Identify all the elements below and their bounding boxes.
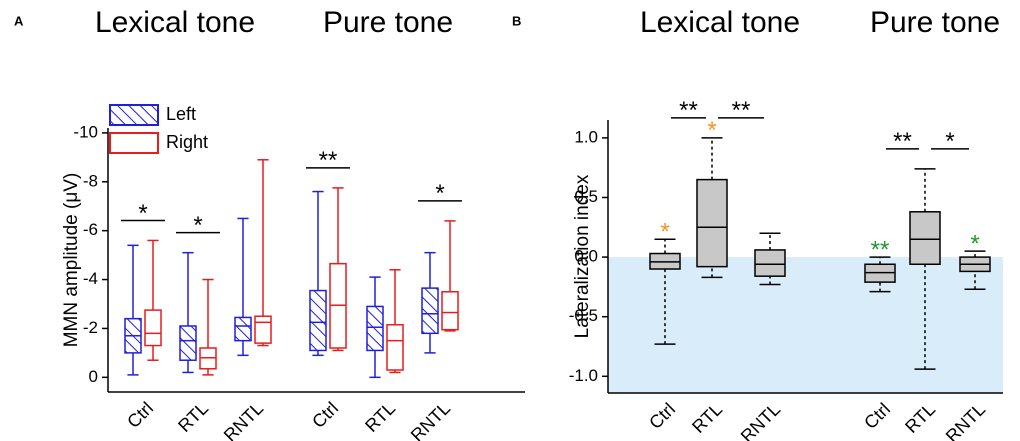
significance-label: ** (732, 97, 751, 124)
significance-marker: ** (871, 236, 890, 263)
x-tick-label: RNTL (737, 399, 784, 441)
box (234, 316, 252, 342)
shaded-region (608, 257, 1003, 393)
y-tick-label: 0.5 (574, 187, 598, 206)
y-axis-label: Lateralization index (572, 174, 593, 338)
significance-label: * (945, 128, 954, 155)
y-tick-label: 1.0 (574, 127, 598, 146)
significance-label: * (435, 180, 444, 207)
y-tick-label: -2 (83, 318, 98, 337)
x-tick-label: RNTL (407, 398, 454, 441)
significance-label: ** (679, 97, 698, 124)
significance-label: * (138, 200, 147, 227)
y-tick-label: -6 (83, 220, 98, 239)
group-title: Lexical tone (95, 6, 255, 39)
x-tick-label: RTL (361, 398, 399, 436)
legend-swatch (109, 104, 159, 126)
panel-label: A (14, 13, 24, 28)
x-tick-label: Ctrl (123, 398, 157, 432)
x-tick-label: Ctrl (645, 399, 679, 433)
x-tick-label: RNTL (942, 399, 989, 441)
significance-label: ** (319, 147, 338, 174)
box (179, 325, 197, 361)
significance-marker: * (707, 117, 716, 144)
y-tick-label: -1.0 (569, 366, 598, 385)
panel: B Lexical tone Pure tone -1.0 -0.5 0.0 0.5 1.0 L… (512, 6, 1003, 441)
group-title: Lexical tone (640, 6, 800, 39)
panel: A Lexical tone Pure tone -10 -8 -6 -4 -2 0 MMN am… (14, 6, 525, 441)
significance-marker: * (970, 230, 979, 257)
legend-label: Right (166, 132, 208, 152)
box (441, 291, 459, 331)
box (254, 315, 272, 344)
y-tick-label: -10 (73, 122, 98, 141)
x-tick-label: Ctrl (860, 399, 894, 433)
box (754, 249, 786, 277)
box (366, 305, 384, 352)
panel-label: B (512, 13, 521, 28)
y-tick-label: -4 (83, 269, 98, 288)
y-tick-label: 0 (89, 367, 98, 386)
box (421, 287, 439, 335)
x-tick-label: RTL (901, 399, 939, 437)
significance-label: * (193, 212, 202, 239)
box (144, 309, 162, 347)
box (309, 289, 327, 352)
box (386, 324, 404, 371)
significance-marker: * (660, 219, 669, 246)
group-title: Pure tone (323, 6, 453, 39)
x-tick-label: Ctrl (308, 398, 342, 432)
y-tick-label: 0.0 (574, 247, 598, 266)
x-tick-label: RTL (174, 398, 212, 436)
y-axis-label: MMN amplitude (μV) (61, 173, 82, 348)
significance-label: ** (893, 128, 912, 155)
group-title: Pure tone (870, 6, 1000, 39)
x-tick-label: RNTL (220, 398, 267, 441)
legend-label: Left (166, 104, 196, 124)
y-tick-label: -8 (83, 171, 98, 190)
box (696, 178, 728, 268)
box (909, 211, 941, 265)
y-tick-label: -0.5 (569, 306, 598, 325)
x-tick-label: RTL (688, 399, 726, 437)
legend-swatch (109, 132, 159, 154)
